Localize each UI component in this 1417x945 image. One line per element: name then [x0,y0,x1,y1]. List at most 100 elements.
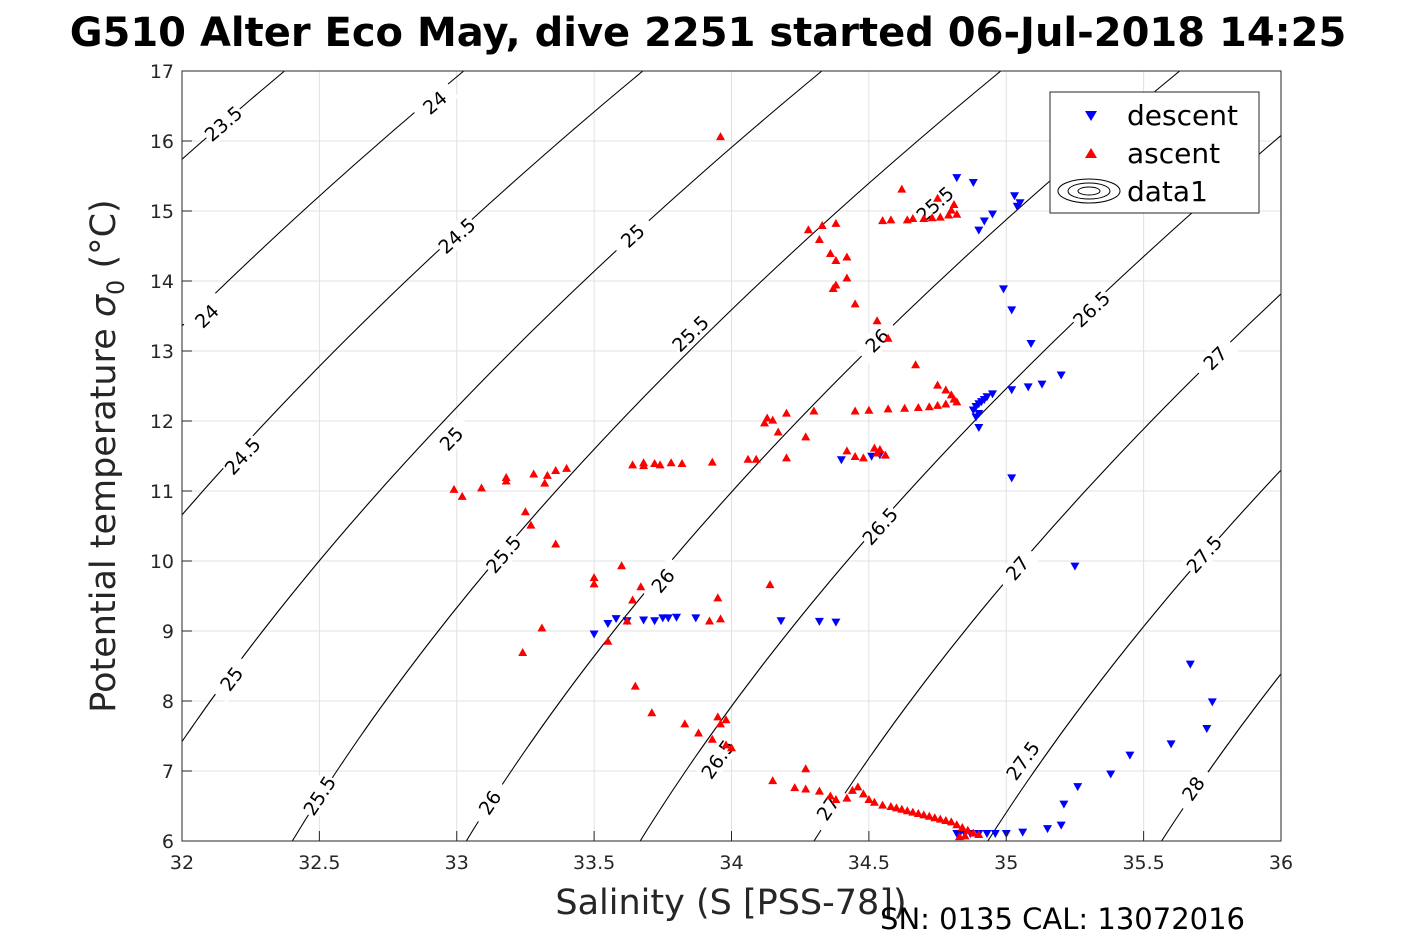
ascent-point [897,804,907,813]
y-tick-label: 17 [150,61,174,83]
ascent-point [886,215,896,224]
descent-point [968,406,978,415]
ascent-marker-icon [1085,148,1097,158]
isopycnal-line [987,469,1281,841]
ascent-point [721,740,731,749]
ascent-point [520,507,530,516]
ascent-point [727,743,736,752]
ascent-point [603,636,613,645]
contour-label-bg [183,292,231,340]
descent-point [603,620,613,628]
descent-point [988,390,997,399]
descent-point [1007,386,1017,395]
contour-label-bg [666,310,714,357]
descent-point [836,456,846,465]
contour-label-bg [1191,334,1239,382]
contour-label-bg [410,79,459,126]
ascent-point [768,776,778,785]
descent-series [589,174,1217,838]
y-tick-label: 16 [150,131,174,153]
ascent-point [760,418,769,427]
ascent-point [551,466,561,474]
ascent-point [628,595,638,604]
ascent-point [677,459,687,467]
contour-label-bg [468,778,512,827]
descent-point [1037,380,1047,389]
grid-lines [181,70,1282,842]
x-tick-label: 35 [994,852,1018,874]
x-tick-label: 34 [719,852,743,874]
y-tick-label: 13 [150,341,174,363]
ascent-point [716,719,725,728]
ascent-point [457,491,467,500]
ascent-point [935,212,945,221]
ascent-point [913,403,923,411]
ascent-point [941,399,951,408]
isopycnal-line [1160,673,1281,841]
contour-label-bg [994,544,1040,592]
descent-point [1056,371,1066,380]
ascent-point [858,453,868,462]
ascent-point [831,218,841,227]
ascent-point [518,648,528,656]
legend-box [1049,91,1260,214]
descent-point [1043,825,1052,834]
isopycnal-line [182,71,286,160]
ascent-point [501,476,511,485]
descent-point [663,614,673,623]
ascent-point [842,793,852,802]
ascent-point [825,249,835,257]
descent-point [1202,725,1212,733]
ascent-point [721,715,731,724]
axis-ticks: 32 32.5 33 33.5 34 34.5 35 35.5 36 6 7 8 9 10 11 12 13 14… [150,61,1293,874]
isopycnal-line [813,293,1281,841]
ascent-point [694,728,703,737]
contour-label-bg [219,432,266,480]
descent-point [1073,783,1083,792]
legend-ascent: ascent [1127,137,1220,170]
contour-label-bg [806,783,850,833]
isopycnal-line [182,71,465,327]
ascent-point [707,734,717,743]
contour-label: 26.5 [1069,287,1115,332]
ascent-point [933,400,943,409]
ascent-series [449,132,984,841]
ascent-point [897,184,907,193]
ascent-point [716,132,725,141]
descent-point [589,630,599,639]
descent-point [611,615,621,624]
contour-label-bg [209,654,254,703]
ascent-point [707,457,717,466]
descent-point [1059,800,1069,809]
contour-label: 24.5 [434,214,480,259]
ascent-point [773,427,783,436]
ascent-point [878,216,888,225]
x-tick-label: 33.5 [573,852,615,874]
contour-legend-icon [1057,178,1121,204]
descent-point [979,217,989,226]
descent-point [639,616,649,625]
ascent-point [963,825,973,834]
ascent-point [647,708,657,717]
contour-label-bg [853,317,901,364]
descent-point [999,285,1008,294]
ascent-point [801,764,811,773]
ascent-point [713,712,723,721]
x-tick-label: 36 [1269,852,1293,874]
ascent-point [680,719,690,728]
descent-point [650,617,660,626]
ascent-point [952,820,962,829]
contour-label: 24.5 [221,434,266,480]
y-tick-label: 12 [150,411,174,433]
descent-point [776,617,786,626]
ascent-point [924,402,934,411]
ascent-point [529,469,539,478]
ascent-point [935,814,945,823]
ascent-point [869,797,879,806]
ascent-point [828,284,838,292]
ascent-point [842,252,852,261]
contour-label-bg [640,556,686,605]
ascent-point [883,333,893,342]
ascent-point [919,810,929,819]
ascent-point [743,454,753,463]
